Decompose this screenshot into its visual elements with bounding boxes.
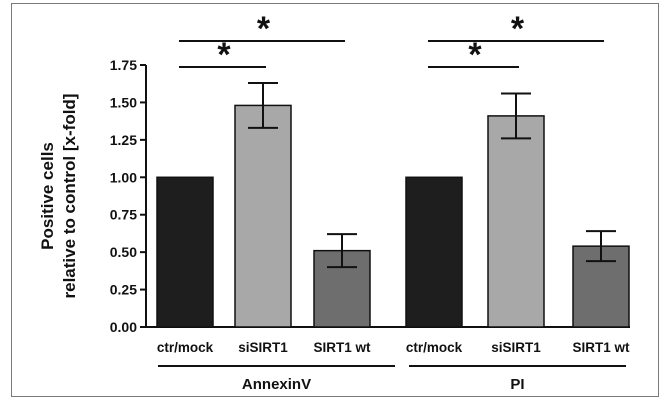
bars <box>156 104 630 328</box>
category-label: SIRT1 wt <box>313 340 371 355</box>
significance-star: * <box>511 10 525 48</box>
group-labels: AnnexinV PI <box>158 365 626 393</box>
category-label: SIRT1 wt <box>572 340 630 355</box>
y-axis-title: Positive cells relative to control [x-fo… <box>38 94 79 299</box>
significance-star: * <box>257 10 271 48</box>
figure-frame <box>11 3 659 397</box>
group-label: AnnexinV <box>242 376 311 393</box>
category-label: ctr/mock <box>406 340 463 355</box>
y-tick-label: 0.00 <box>110 319 137 335</box>
significance-brackets: * * * * <box>179 10 604 74</box>
bar <box>487 115 545 328</box>
y-tick-label: 1.75 <box>110 57 137 73</box>
bar <box>405 176 463 328</box>
y-axis: 0.00 0.25 0.50 0.75 1.00 1.25 1.50 1.75 <box>110 57 630 335</box>
bar <box>313 249 371 328</box>
y-tick-label: 1.50 <box>110 94 137 110</box>
y-axis-title-line2: relative to control [x-fold] <box>60 94 79 299</box>
category-labels: ctr/mock siSIRT1 SIRT1 wt ctr/mock siSIRT1 SI… <box>157 340 630 355</box>
significance-star: * <box>468 36 482 74</box>
y-tick-label: 0.75 <box>110 207 137 223</box>
category-label: siSIRT1 <box>491 340 541 355</box>
significance-star: * <box>217 36 231 74</box>
y-tick-label: 1.00 <box>110 169 137 185</box>
error-bars <box>248 81 616 269</box>
category-label: ctr/mock <box>157 340 214 355</box>
group-label: PI <box>510 376 524 393</box>
bar <box>156 176 214 328</box>
y-tick-label: 1.25 <box>110 132 137 148</box>
y-axis-title-line1: Positive cells <box>38 142 57 250</box>
bar <box>234 104 292 328</box>
y-tick-label: 0.50 <box>110 244 137 260</box>
category-label: siSIRT1 <box>238 340 288 355</box>
y-tick-label: 0.25 <box>110 282 137 298</box>
